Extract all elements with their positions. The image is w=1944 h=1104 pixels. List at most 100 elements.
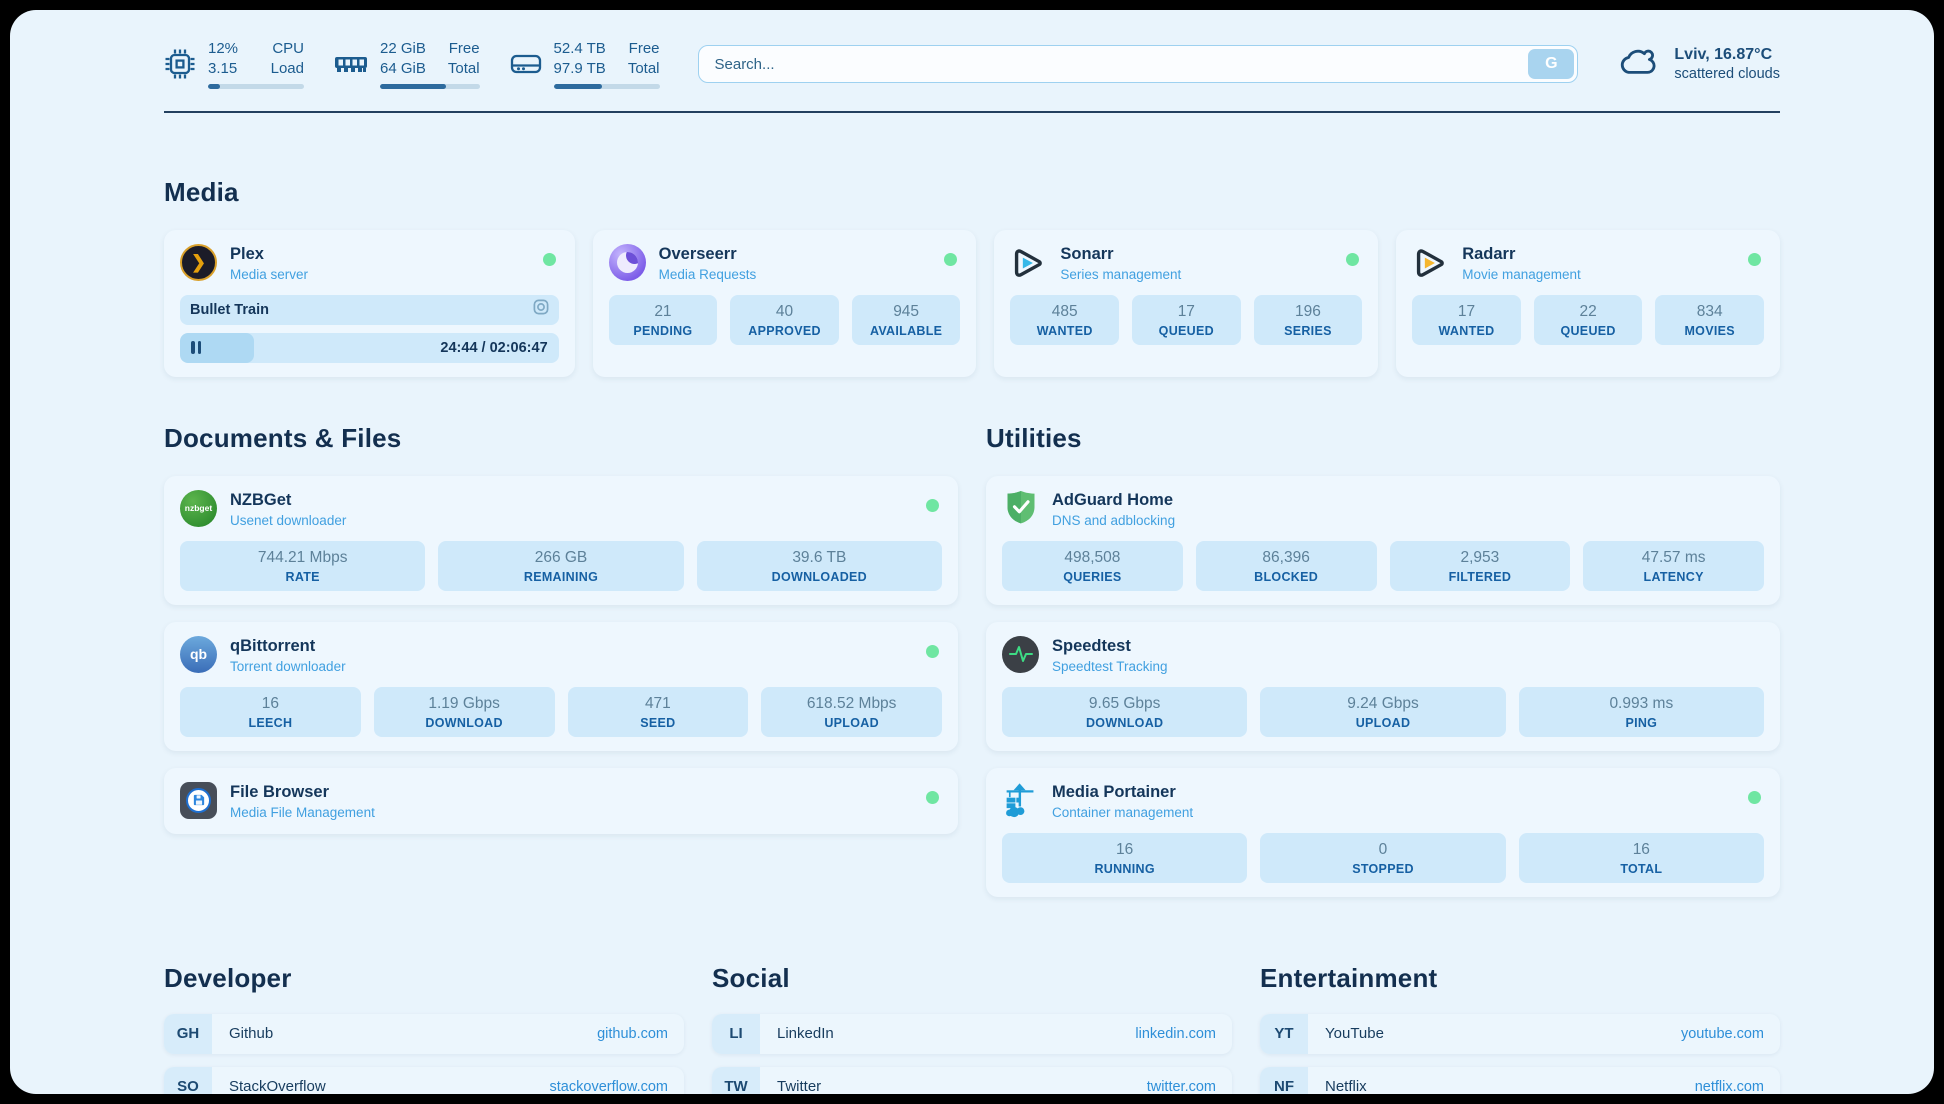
search-bar: G [697,45,1579,84]
stop-session-icon[interactable] [533,299,549,320]
memory-total-label: Total [447,59,480,77]
nzbget-stat-rate: 744.21 Mbps RATE [180,540,426,591]
memory-progress-bar [380,83,480,89]
app-card-overseerr[interactable]: Overseerr Media Requests 21 PENDING 40 APP… [592,229,977,377]
adguard-stat-filtered: 2,953 FILTERED [1389,540,1571,591]
linkedin-abbr: LI [712,1013,760,1054]
speedtest-stat-upload: 9.24 Gbps UPLOAD [1260,686,1506,737]
search-provider-button[interactable]: G [1528,49,1575,80]
cpu-usage-value: 12% [208,40,239,57]
qbittorrent-subtitle: Torrent downloader [230,658,346,674]
bookmark-linkedin[interactable]: LI LinkedIn linkedin.com [712,1013,1232,1054]
bookmark-netflix[interactable]: NF Netflix netflix.com [1260,1066,1780,1094]
speedtest-stat-ping: 0.993 ms PING [1518,686,1764,737]
header-divider [164,110,1780,113]
speedtest-icon [1002,635,1039,673]
sonarr-stat-series: 196 SERIES [1253,294,1363,345]
qbittorrent-stat-upload: 618.52 Mbps UPLOAD [761,686,942,737]
now-playing-row: Bullet Train [180,294,559,325]
portainer-name: Media Portainer [1052,782,1176,801]
adguard-icon [1002,490,1039,527]
now-playing-title: Bullet Train [190,301,269,318]
memory-stat-widget: 22 GiB Free 64 GiB Total [334,40,480,89]
pause-icon[interactable] [191,341,201,354]
bookmark-github[interactable]: GH Github github.com [164,1013,684,1054]
weather-widget: Lviv, 16.87°C scattered clouds [1616,45,1780,84]
portainer-status-dot [1748,790,1761,804]
twitter-abbr: TW [712,1066,760,1094]
github-abbr: GH [164,1013,212,1054]
qbittorrent-icon: qb [180,635,217,673]
memory-total-value: 64 GiB [380,59,426,77]
app-card-filebrowser[interactable]: File Browser Media File Management [164,767,958,834]
section-media: Media ❯ Plex Media server Bullet Train [164,177,1780,377]
cpu-label: CPU [272,40,304,57]
playback-progress-row: 24:44 / 02:06:47 [180,332,559,363]
memory-icon [334,52,368,76]
adguard-subtitle: DNS and adblocking [1052,512,1176,528]
filebrowser-icon [180,781,217,819]
portainer-stat-running: 16 RUNNING [1002,832,1248,883]
radarr-status-dot [1747,252,1761,266]
app-card-nzbget[interactable]: nzbget NZBGet Usenet downloader 744.21 M… [164,475,958,605]
filebrowser-subtitle: Media File Management [230,804,375,820]
app-card-qbittorrent[interactable]: qb qBittorrent Torrent downloader 16 LEEC… [164,621,958,751]
qbittorrent-status-dot [926,644,939,658]
bookmark-stackoverflow[interactable]: SO StackOverflow stackoverflow.com [164,1066,684,1094]
bookmark-youtube[interactable]: YT YouTube youtube.com [1260,1013,1780,1054]
utilities-section-title: Utilities [986,422,1082,453]
cpu-load-value: 3.15 [208,59,238,77]
plex-icon: ❯ [180,243,217,281]
app-card-radarr[interactable]: Radarr Movie management 17 WANTED 22 QUEUE… [1396,229,1780,377]
section-documents: Documents & Files nzbget NZBGet Usenet d… [164,423,958,834]
overseerr-subtitle: Media Requests [658,266,757,282]
sonarr-icon [1010,244,1047,281]
radarr-stat-wanted: 17 WANTED [1412,294,1521,345]
documents-section-title: Documents & Files [164,422,402,453]
portainer-stat-stopped: 0 STOPPED [1260,832,1506,883]
app-card-plex[interactable]: ❯ Plex Media server Bullet Train [164,229,575,377]
netflix-abbr: NF [1260,1066,1308,1094]
app-card-portainer[interactable]: Media Portainer Container management 16 R… [986,767,1780,897]
weather-condition: scattered clouds [1674,66,1780,83]
bookmark-twitter[interactable]: TW Twitter twitter.com [712,1066,1232,1094]
youtube-abbr: YT [1260,1013,1308,1054]
cpu-progress-bar [208,83,304,89]
stackoverflow-abbr: SO [164,1066,212,1094]
disk-stat-widget: 52.4 TB Free 97.9 TB Total [510,40,660,89]
plex-status-dot [542,252,556,266]
nzbget-status-dot [926,498,939,512]
weather-location-temp: Lviv, 16.87°C [1674,46,1773,64]
cpu-load-label: Load [270,59,304,77]
sonarr-status-dot [1346,252,1360,266]
speedtest-subtitle: Speedtest Tracking [1052,658,1168,674]
overseerr-name: Overseerr [658,244,737,263]
app-card-speedtest[interactable]: Speedtest Speedtest Tracking 9.65 Gbps DO… [986,621,1780,751]
overseerr-stat-pending: 21 PENDING [608,294,718,345]
speedtest-name: Speedtest [1052,636,1131,655]
radarr-icon [1412,244,1449,281]
adguard-stat-latency: 47.57 ms LATENCY [1583,540,1764,591]
playback-time: 24:44 / 02:06:47 [440,339,548,356]
entertainment-section-title: Entertainment [1260,962,1438,993]
adguard-stat-queries: 498,508 QUERIES [1002,540,1183,591]
adguard-name: AdGuard Home [1052,490,1174,509]
app-card-sonarr[interactable]: Sonarr Series management 485 WANTED 17 QUE… [994,229,1379,377]
cpu-icon [164,48,196,80]
developer-section-title: Developer [164,962,292,993]
qbittorrent-name: qBittorrent [230,636,316,655]
disk-free-label: Free [628,40,660,57]
overseerr-icon [608,243,646,281]
section-entertainment: Entertainment YT YouTube youtube.com NF … [1260,962,1780,1094]
cloud-icon [1616,45,1662,84]
disk-icon [510,51,542,77]
app-card-adguard[interactable]: AdGuard Home DNS and adblocking 498,508 Q… [986,475,1780,605]
search-input[interactable] [697,45,1579,84]
cpu-stat-widget: 12% CPU 3.15 Load [164,40,304,89]
portainer-icon [1002,782,1039,819]
sonarr-name: Sonarr [1060,244,1114,263]
disk-free-value: 52.4 TB [553,40,606,57]
social-section-title: Social [712,962,790,993]
plex-name: Plex [230,244,264,263]
section-utilities: Utilities AdGuard Home D [986,423,1780,897]
